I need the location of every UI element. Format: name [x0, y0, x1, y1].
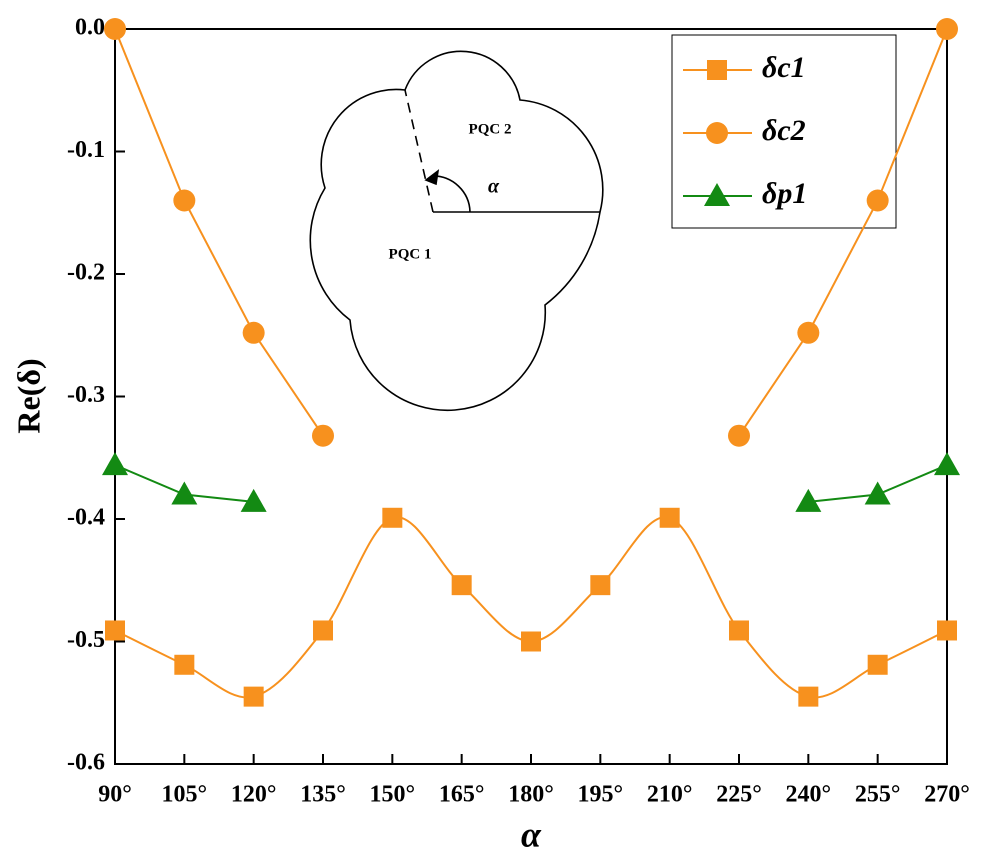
- x-tick-label: 90°: [98, 782, 132, 808]
- inset-diagram: [309, 50, 604, 412]
- x-tick-label: 135°: [300, 782, 346, 808]
- marker: [707, 60, 727, 80]
- x-axis-label: α: [521, 814, 542, 854]
- x-tick-label: 255°: [855, 782, 901, 808]
- marker: [102, 452, 128, 476]
- marker: [240, 488, 267, 512]
- marker: [706, 122, 728, 144]
- marker: [798, 686, 819, 707]
- y-tick-label: -0.5: [67, 627, 105, 653]
- marker: [937, 620, 957, 641]
- marker: [171, 481, 198, 505]
- marker: [728, 424, 750, 447]
- marker: [934, 452, 960, 476]
- marker: [173, 189, 196, 212]
- y-tick-label: 0.0: [75, 15, 105, 41]
- y-tick-label: -0.3: [67, 382, 105, 408]
- legend-label: δc1: [762, 51, 806, 84]
- y-tick-label: -0.4: [67, 505, 105, 531]
- y-tick-label: -0.6: [67, 750, 105, 776]
- marker: [521, 631, 541, 652]
- series-line: [114, 464, 948, 503]
- x-tick-label: 270°: [924, 782, 970, 808]
- marker: [866, 189, 889, 212]
- marker: [797, 321, 820, 344]
- marker: [243, 686, 264, 707]
- marker: [936, 18, 958, 40]
- dashed-radius: [404, 89, 434, 213]
- y-axis-label: Re(δ): [10, 358, 46, 433]
- x-tick-label: 210°: [647, 782, 693, 808]
- marker: [312, 424, 334, 447]
- x-tick-label: 240°: [786, 782, 832, 808]
- x-tick-label: 165°: [439, 782, 485, 808]
- marker: [382, 507, 403, 528]
- x-tick-label: 105°: [162, 782, 208, 808]
- marker: [590, 575, 611, 596]
- series-line: [114, 516, 948, 699]
- marker: [729, 620, 749, 641]
- x-tick-label: 120°: [231, 782, 277, 808]
- marker: [105, 620, 125, 641]
- annotation: PQC 1: [389, 246, 432, 262]
- x-tick-label: 225°: [716, 782, 762, 808]
- marker: [864, 481, 891, 505]
- y-tick-label: -0.1: [67, 137, 105, 163]
- series-line: [114, 28, 948, 437]
- annotation: α: [488, 176, 500, 198]
- marker: [313, 620, 333, 641]
- marker: [451, 575, 472, 596]
- marker: [104, 18, 126, 40]
- arrow-head: [424, 169, 440, 186]
- annotation: PQC 2: [469, 121, 512, 137]
- legend-label: δp1: [762, 177, 807, 210]
- marker: [867, 654, 888, 675]
- x-tick-label: 180°: [508, 782, 554, 808]
- marker: [242, 321, 265, 344]
- marker: [795, 488, 822, 512]
- marker: [704, 183, 730, 206]
- clover-outline: [309, 50, 604, 412]
- angle-arc: [431, 175, 471, 213]
- y-tick-label: -0.2: [67, 260, 105, 286]
- legend-label: δc2: [762, 114, 806, 147]
- x-tick-label: 195°: [578, 782, 624, 808]
- marker: [659, 507, 680, 528]
- x-tick-label: 150°: [370, 782, 416, 808]
- marker: [174, 654, 195, 675]
